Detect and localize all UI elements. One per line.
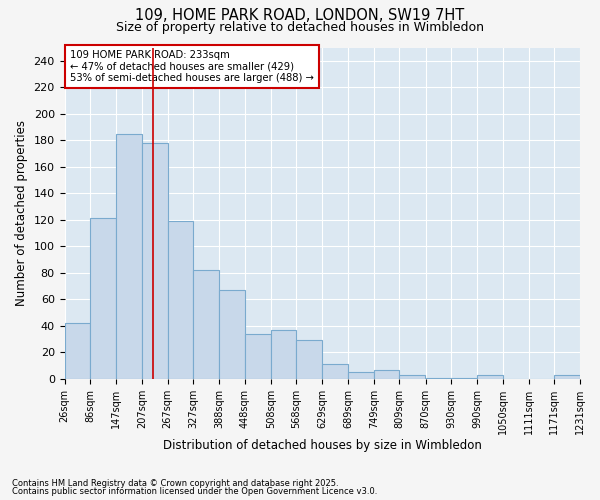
Text: Size of property relative to detached houses in Wimbledon: Size of property relative to detached ho… bbox=[116, 21, 484, 34]
Bar bbox=[271, 330, 296, 379]
Bar bbox=[400, 375, 425, 379]
Bar bbox=[193, 270, 219, 379]
Bar bbox=[245, 334, 271, 379]
Text: Contains public sector information licensed under the Open Government Licence v3: Contains public sector information licen… bbox=[12, 487, 377, 496]
Bar bbox=[451, 378, 477, 379]
Text: 109 HOME PARK ROAD: 233sqm
← 47% of detached houses are smaller (429)
53% of sem: 109 HOME PARK ROAD: 233sqm ← 47% of deta… bbox=[70, 50, 314, 84]
Bar bbox=[116, 134, 142, 379]
Bar bbox=[65, 323, 90, 379]
Bar bbox=[348, 372, 374, 379]
Bar bbox=[142, 143, 167, 379]
X-axis label: Distribution of detached houses by size in Wimbledon: Distribution of detached houses by size … bbox=[163, 440, 482, 452]
Bar bbox=[322, 364, 348, 379]
Text: 109, HOME PARK ROAD, LONDON, SW19 7HT: 109, HOME PARK ROAD, LONDON, SW19 7HT bbox=[136, 8, 464, 22]
Bar bbox=[425, 378, 451, 379]
Bar bbox=[90, 218, 116, 379]
Bar bbox=[477, 375, 503, 379]
Y-axis label: Number of detached properties: Number of detached properties bbox=[15, 120, 28, 306]
Text: Contains HM Land Registry data © Crown copyright and database right 2025.: Contains HM Land Registry data © Crown c… bbox=[12, 478, 338, 488]
Bar bbox=[374, 370, 400, 379]
Bar bbox=[296, 340, 322, 379]
Bar bbox=[554, 375, 580, 379]
Bar bbox=[167, 221, 193, 379]
Bar bbox=[220, 290, 245, 379]
